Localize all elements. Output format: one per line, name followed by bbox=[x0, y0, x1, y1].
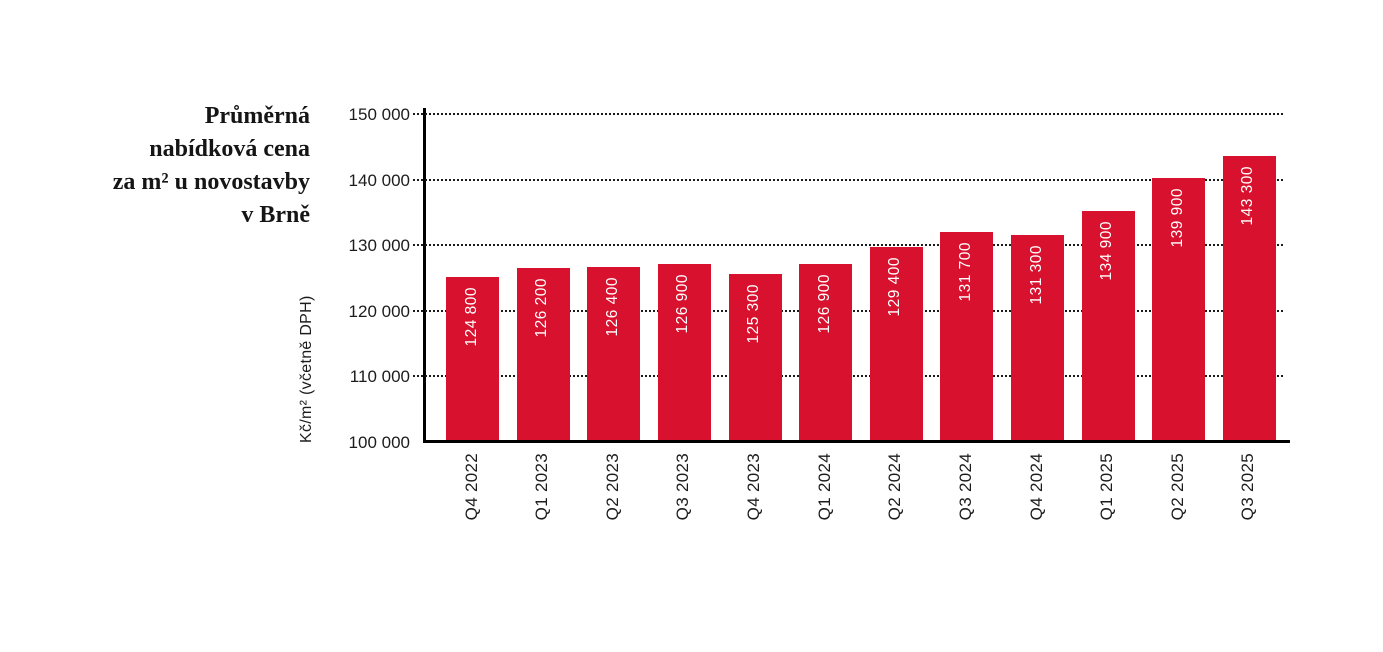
chart-title-line: nabídková cena bbox=[149, 136, 310, 162]
x-axis-tick-label: Q3 2025 bbox=[1238, 453, 1258, 521]
bar: 126 900 Q1 2024 bbox=[799, 264, 853, 520]
bar: 143 300 Q3 2025 bbox=[1222, 156, 1276, 520]
plot-area: 124 800 Q4 2022 126 200 Q1 2023 126 400 Q2 20… bbox=[413, 108, 1290, 520]
x-axis-tick-label: Q2 2023 bbox=[602, 453, 622, 521]
bar: 126 200 Q1 2023 bbox=[516, 268, 570, 520]
x-axis-tick-label: Q1 2024 bbox=[814, 453, 834, 521]
y-axis-tick-label: 100 000 bbox=[348, 433, 410, 452]
bar-value-label: 124 800 bbox=[462, 287, 480, 347]
x-axis-tick-label: Q3 2023 bbox=[673, 453, 693, 521]
bar-value-label: 126 400 bbox=[603, 277, 621, 337]
x-axis-tick-label: Q3 2024 bbox=[955, 453, 975, 521]
bar-value-label: 131 300 bbox=[1027, 245, 1045, 305]
bar: 131 700 Q3 2024 bbox=[940, 232, 994, 520]
y-axis-tick-label: 120 000 bbox=[348, 301, 410, 321]
bar-series: 124 800 Q4 2022 126 200 Q1 2023 126 400 Q2 20… bbox=[446, 108, 1276, 520]
bar-value-label: 131 700 bbox=[956, 242, 974, 302]
x-axis-tick-label: Q2 2024 bbox=[885, 453, 905, 521]
y-axis-tick-label: 130 000 bbox=[348, 236, 410, 256]
x-axis-tick-label: Q1 2025 bbox=[1097, 453, 1117, 521]
x-axis-tick-label: Q4 2022 bbox=[461, 453, 481, 521]
bar: 126 400 Q2 2023 bbox=[587, 267, 641, 520]
y-axis-tick-label: 110 000 bbox=[349, 367, 410, 387]
bar-value-label: 143 300 bbox=[1239, 166, 1257, 226]
bar-value-label: 126 900 bbox=[674, 274, 692, 334]
bar-value-label: 125 300 bbox=[745, 284, 762, 344]
bar: 134 900 Q1 2025 bbox=[1081, 211, 1135, 520]
bar: 129 400 Q2 2024 bbox=[869, 247, 923, 520]
bar: 131 300 Q4 2024 bbox=[1011, 235, 1064, 520]
bar-value-label: 139 900 bbox=[1168, 188, 1186, 248]
bar: 124 800 Q4 2022 bbox=[446, 277, 499, 520]
bar: 139 900 Q2 2025 bbox=[1152, 178, 1206, 520]
x-axis-tick-label: Q1 2023 bbox=[532, 453, 552, 521]
gridline bbox=[413, 244, 1283, 247]
x-axis-tick-label: Q4 2024 bbox=[1026, 453, 1046, 521]
chart-title: Průměrná nabídková cena za m² u novostav… bbox=[20, 100, 310, 232]
x-axis-tick-label: Q4 2023 bbox=[744, 453, 763, 521]
bar-value-label: 126 200 bbox=[533, 278, 551, 338]
bar: 126 900 Q3 2023 bbox=[657, 264, 711, 520]
bar-value-label: 126 900 bbox=[815, 274, 833, 334]
y-axis-tick-label: 150 000 bbox=[348, 105, 410, 124]
bar: 125 300 Q4 2023 bbox=[728, 274, 782, 520]
chart-title-line: v Brně bbox=[241, 202, 310, 228]
bar-value-label: 134 900 bbox=[1098, 221, 1116, 281]
bar-value-label: 129 400 bbox=[886, 257, 904, 317]
x-axis-tick-label: Q2 2025 bbox=[1167, 453, 1187, 521]
gridline bbox=[413, 178, 1283, 181]
y-axis-unit-label: Kč/m² (včetně DPH) bbox=[298, 295, 315, 443]
y-axis-tick-label: 140 000 bbox=[348, 170, 410, 190]
chart-title-line: Průměrná bbox=[204, 103, 310, 129]
gridline bbox=[413, 113, 1283, 115]
chart-title-line: za m² u novostavby bbox=[112, 169, 310, 195]
